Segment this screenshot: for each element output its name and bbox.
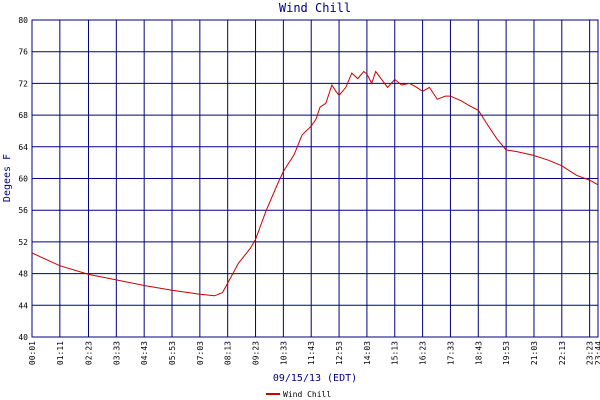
y-axis-title: Degees F	[2, 154, 13, 202]
y-tick-label: 60	[18, 175, 28, 184]
x-tick-label: 14:03	[363, 341, 372, 365]
x-tick-label: 01:11	[56, 341, 65, 365]
x-tick-label: 03:33	[112, 341, 121, 365]
x-tick-label: 23:44	[594, 341, 600, 365]
chart-title: Wind Chill	[279, 1, 351, 15]
x-tick-label: 19:53	[502, 341, 511, 365]
y-tick-label: 64	[18, 143, 28, 152]
y-tick-label: 52	[18, 238, 28, 247]
x-tick-label: 07:03	[196, 341, 205, 365]
x-tick-label: 17:33	[446, 341, 455, 365]
x-tick-label: 11:43	[307, 341, 316, 365]
x-tick-label: 15:13	[391, 341, 400, 365]
x-tick-label: 16:23	[419, 341, 428, 365]
x-tick-label: 08:13	[224, 341, 233, 365]
x-axis-title: 09/15/13 (EDT)	[273, 373, 357, 384]
y-tick-label: 72	[18, 79, 28, 88]
y-tick-label: 56	[18, 206, 28, 215]
legend-label: Wind Chill	[283, 390, 331, 399]
y-tick-label: 40	[18, 333, 28, 342]
y-tick-label: 68	[18, 111, 28, 120]
x-tick-label: 10:33	[279, 341, 288, 365]
x-tick-label: 12:53	[335, 341, 344, 365]
x-tick-label: 18:43	[474, 341, 483, 365]
x-tick-label: 02:23	[84, 341, 93, 365]
x-tick-label: 22:13	[558, 341, 567, 365]
y-tick-label: 44	[18, 301, 28, 310]
y-tick-label: 48	[18, 270, 28, 279]
x-tick-label: 04:43	[140, 341, 149, 365]
x-tick-label: 05:53	[168, 341, 177, 365]
data-line	[31, 70, 599, 297]
y-tick-label: 76	[18, 48, 28, 57]
y-tick-label: 80	[18, 16, 28, 25]
x-tick-label: 09:23	[252, 341, 261, 365]
x-tick-label: 23:23	[586, 341, 595, 365]
x-tick-label: 00:01	[28, 341, 37, 365]
x-tick-label: 21:03	[530, 341, 539, 365]
